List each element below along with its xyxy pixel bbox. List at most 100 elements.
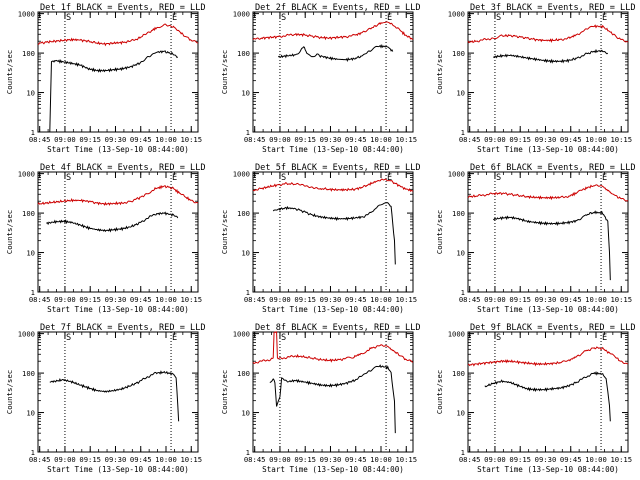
panel-title: Det 5f BLACK = Events, RED = LLD — [255, 163, 421, 173]
end-marker-label: E — [387, 333, 392, 343]
lld-series-line — [37, 185, 199, 206]
x-tick-label: 09:15 — [294, 455, 316, 464]
y-tick-label: 1 — [461, 448, 465, 457]
plot-frame — [467, 331, 629, 453]
y-tick-label: 100 — [22, 49, 35, 58]
x-tick-label: 09:45 — [130, 135, 152, 144]
x-tick-label: 09:30 — [535, 455, 557, 464]
x-tick-label: 10:15 — [180, 295, 202, 304]
x-tick-label: 10:00 — [585, 455, 607, 464]
x-tick-label: 09:30 — [320, 455, 342, 464]
x-tick-label: 09:15 — [509, 295, 531, 304]
start-marker-label: S — [281, 333, 286, 343]
events-series-line — [492, 210, 611, 281]
x-tick-label: 08:45 — [29, 295, 51, 304]
events-series-line — [277, 43, 394, 62]
x-tick-label: 09:45 — [130, 295, 152, 304]
events-series-line — [272, 202, 396, 265]
x-tick-label: 08:45 — [459, 455, 481, 464]
y-tick-label: 100 — [237, 209, 250, 218]
y-tick-label: 10 — [241, 409, 250, 418]
end-marker-label: E — [172, 173, 177, 183]
x-tick-label: 09:15 — [294, 135, 316, 144]
y-axis-label: Counts/sec — [5, 370, 14, 415]
x-tick-label: 08:45 — [459, 295, 481, 304]
x-tick-label: 10:00 — [155, 455, 177, 464]
x-tick-label: 10:15 — [395, 455, 417, 464]
x-tick-label: 09:30 — [535, 135, 557, 144]
x-axis-label: Start Time (13-Sep-10 08:44:00) — [47, 465, 189, 474]
plot-frame — [467, 171, 629, 293]
panel-title: Det 6f BLACK = Events, RED = LLD — [470, 163, 636, 173]
x-tick-label: 10:00 — [370, 455, 392, 464]
x-tick-label: 09:15 — [79, 135, 101, 144]
y-tick-label: 100 — [237, 369, 250, 378]
y-axis-label: Counts/sec — [220, 210, 229, 255]
lld-series-line — [252, 178, 414, 192]
x-tick-label: 09:00 — [54, 295, 76, 304]
x-tick-label: 10:00 — [585, 135, 607, 144]
start-marker-label: S — [66, 13, 71, 23]
x-axis-label: Start Time (13-Sep-10 08:44:00) — [477, 305, 619, 314]
start-marker-label: S — [281, 173, 286, 183]
y-tick-label: 10 — [456, 249, 465, 258]
start-marker-label: S — [66, 333, 71, 343]
y-tick-label: 1 — [246, 448, 250, 457]
y-tick-label: 100 — [452, 209, 465, 218]
plot-frame — [37, 331, 199, 453]
y-axis-label: Counts/sec — [220, 50, 229, 95]
x-tick-label: 09:45 — [130, 455, 152, 464]
y-tick-label: 1 — [461, 128, 465, 137]
x-tick-label: 10:00 — [370, 295, 392, 304]
panel-5: Det 5f BLACK = Events, RED = LLD 1 10 100 10… — [220, 163, 421, 314]
y-axis-label: Counts/sec — [435, 370, 444, 415]
y-tick-label: 1 — [31, 128, 35, 137]
panel-title: Det 1f BLACK = Events, RED = LLD — [40, 3, 206, 13]
x-axis-label: Start Time (13-Sep-10 08:44:00) — [47, 145, 189, 154]
y-axis-label: Counts/sec — [435, 210, 444, 255]
panel-title: Det 8f BLACK = Events, RED = LLD — [255, 323, 421, 333]
end-marker-label: E — [387, 173, 392, 183]
x-tick-label: 10:15 — [610, 455, 632, 464]
end-marker-label: E — [602, 13, 607, 23]
y-axis-label: Counts/sec — [220, 370, 229, 415]
y-tick-label: 1 — [246, 128, 250, 137]
end-marker-label: E — [602, 173, 607, 183]
x-tick-label: 10:00 — [370, 135, 392, 144]
y-tick-label: 100 — [452, 49, 465, 58]
start-marker-label: S — [66, 173, 71, 183]
x-tick-label: 09:15 — [509, 455, 531, 464]
x-tick-label: 08:45 — [29, 135, 51, 144]
x-tick-label: 09:30 — [320, 135, 342, 144]
y-tick-label: 1000 — [233, 170, 250, 179]
events-series-line — [492, 48, 609, 64]
x-tick-label: 09:45 — [560, 295, 582, 304]
x-tick-label: 10:15 — [180, 455, 202, 464]
x-tick-label: 08:45 — [29, 455, 51, 464]
y-tick-label: 1000 — [448, 330, 465, 339]
start-marker-label: S — [496, 13, 501, 23]
lld-series-line — [467, 24, 629, 44]
y-axis-label: Counts/sec — [435, 50, 444, 95]
x-tick-label: 09:30 — [535, 295, 557, 304]
y-tick-label: 1000 — [18, 330, 35, 339]
x-tick-label: 09:00 — [484, 455, 506, 464]
plot-frame — [252, 171, 414, 293]
x-tick-label: 08:45 — [244, 455, 266, 464]
x-tick-label: 09:00 — [54, 135, 76, 144]
x-tick-label: 09:45 — [345, 455, 367, 464]
y-tick-label: 10 — [456, 89, 465, 98]
panel-3: Det 3f BLACK = Events, RED = LLD 1 10 100 10… — [435, 3, 636, 154]
panel-8: Det 8f BLACK = Events, RED = LLD 1 10 100 10… — [220, 323, 421, 474]
y-tick-label: 1000 — [18, 170, 35, 179]
lld-series-line — [252, 21, 414, 41]
panel-9: Det 9f BLACK = Events, RED = LLD 1 10 100 10… — [435, 323, 636, 474]
x-tick-label: 10:15 — [395, 295, 417, 304]
lld-series-line — [467, 346, 629, 367]
x-tick-label: 08:45 — [244, 135, 266, 144]
panel-2: Det 2f BLACK = Events, RED = LLD 1 10 100 10… — [220, 3, 421, 154]
y-tick-label: 1 — [461, 288, 465, 297]
lld-series-line — [37, 23, 199, 47]
x-tick-label: 09:15 — [79, 455, 101, 464]
events-series-line — [49, 370, 180, 422]
